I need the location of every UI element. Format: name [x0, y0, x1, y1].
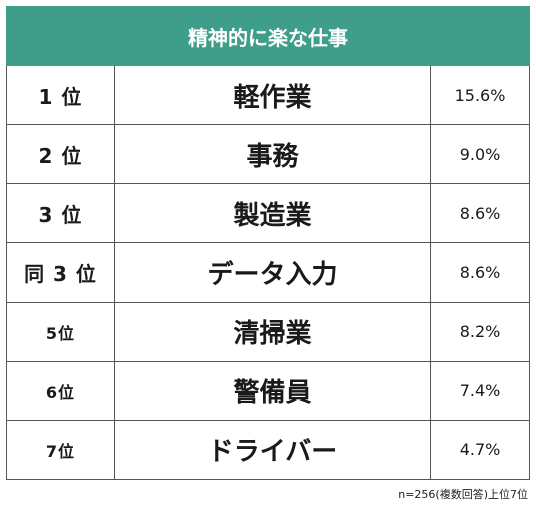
job-cell: ドライバー	[114, 419, 431, 481]
percentage-cell: 9.0%	[429, 124, 531, 185]
rank-cell: 1 位	[6, 64, 115, 126]
sample-note: n=256(複数回答)上位7位	[398, 488, 528, 501]
percentage-cell: 8.2%	[429, 301, 531, 362]
rank-cell: 5位	[6, 301, 115, 362]
percentage-cell: 8.6%	[429, 242, 531, 303]
job-cell: 警備員	[114, 360, 431, 421]
table-row: 同 3 位 データ入力 8.6%	[6, 242, 531, 303]
rank-cell: 3 位	[6, 183, 115, 244]
table-row: 6位 警備員 7.4%	[6, 360, 531, 421]
table-row: 3 位 製造業 8.6%	[6, 183, 531, 244]
percentage-cell: 7.4%	[429, 360, 531, 421]
table-row: 1 位 軽作業 15.6%	[6, 64, 531, 126]
rank-cell: 7位	[6, 419, 115, 481]
job-cell: 清掃業	[114, 301, 431, 362]
job-cell: データ入力	[114, 242, 431, 303]
table-row: 7位 ドライバー 4.7%	[6, 419, 531, 481]
table-row: 2 位 事務 9.0%	[6, 124, 531, 185]
percentage-cell: 8.6%	[429, 183, 531, 244]
table-title: 精神的に楽な仕事	[5, 6, 531, 66]
table-row: 5位 清掃業 8.2%	[6, 301, 531, 362]
rank-cell: 2 位	[6, 124, 115, 185]
table-header-row: 精神的に楽な仕事	[5, 6, 531, 66]
rank-cell: 同 3 位	[6, 242, 115, 303]
percentage-cell: 4.7%	[429, 419, 531, 481]
job-cell: 軽作業	[114, 64, 431, 126]
percentage-cell: 15.6%	[429, 64, 531, 126]
rank-cell: 6位	[6, 360, 115, 421]
ranking-table: 精神的に楽な仕事 1 位 軽作業 15.6% 2 位 事務 9.0% 3 位 製…	[5, 6, 531, 481]
job-cell: 製造業	[114, 183, 431, 244]
job-cell: 事務	[114, 124, 431, 185]
